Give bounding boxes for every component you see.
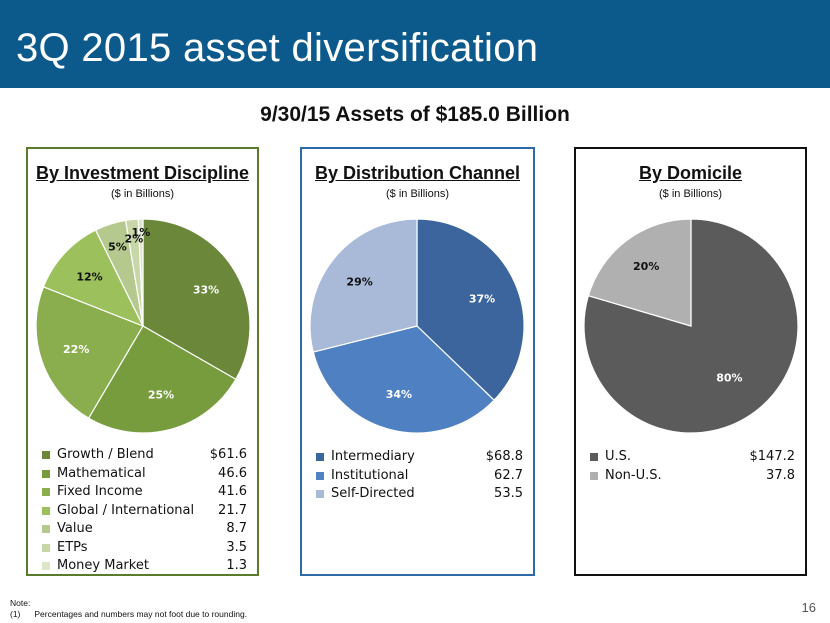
legend-label: Self-Directed — [331, 486, 415, 501]
legend-item: Money Market 1.3 — [42, 557, 247, 576]
footnote-line: (1) Percentages and numbers may not foot … — [10, 609, 247, 620]
investment-discipline-panel: By Investment Discipline ($ in Billions)… — [26, 147, 259, 576]
pie-slice — [137, 218, 144, 327]
footnote-marker: (1) — [10, 609, 21, 619]
pie-percent-label: 33% — [193, 284, 219, 297]
legend-item: Global / International 21.7 — [42, 502, 247, 521]
pie-percent-label: 1% — [132, 226, 151, 239]
legend-label: Money Market — [57, 558, 149, 573]
footnote-text: Percentages and numbers may not foot due… — [34, 609, 248, 619]
title-bar: 3Q 2015 asset diversification — [0, 0, 830, 88]
legend-item: Self-Directed 53.5 — [316, 485, 523, 504]
page-number: 16 — [801, 600, 816, 615]
legend-swatch — [316, 453, 324, 461]
pie-percent-label: 37% — [469, 292, 495, 305]
legend-label: Institutional — [331, 467, 409, 483]
chart-legend: U.S. $147.2 Non-U.S. 37.8 — [590, 448, 795, 485]
pie-percent-label: 29% — [346, 275, 372, 288]
legend-value: 41.6 — [218, 484, 247, 499]
legend-swatch — [316, 471, 324, 480]
legend-item: U.S. $147.2 — [590, 448, 795, 467]
pie-slice — [142, 218, 251, 381]
pie-chart: 80% 20% — [583, 218, 799, 434]
legend-label: Intermediary — [331, 449, 415, 464]
pie-percent-label: 2% — [125, 233, 144, 246]
legend-value: 3.5 — [226, 539, 247, 555]
legend-value: 62.7 — [494, 467, 523, 483]
legend-value: 21.7 — [218, 502, 247, 518]
pie-slice — [312, 325, 495, 434]
legend-label: Non-U.S. — [605, 467, 662, 483]
chart-legend: Growth / Blend $61.6 Mathematical 46.6 Fixed… — [42, 446, 247, 576]
pie-slice — [309, 218, 418, 353]
legend-swatch — [42, 451, 50, 459]
footnote-label: Note: — [10, 598, 31, 608]
legend-value: 8.7 — [226, 521, 247, 536]
legend-value: $147.2 — [749, 449, 796, 464]
legend-item: Growth / Blend $61.6 — [42, 446, 247, 465]
legend-label: Mathematical — [57, 465, 146, 481]
chart-unit: ($ in Billions) — [386, 188, 449, 200]
legend-swatch — [590, 471, 598, 480]
legend-label: Growth / Blend — [57, 447, 154, 462]
legend-label: Value — [57, 521, 93, 536]
chart-unit: ($ in Billions) — [111, 188, 174, 200]
domicile-panel: By Domicile ($ in Billions) 80% 20% U.S. $… — [574, 147, 807, 576]
pie-chart: 37% 34% 29% — [309, 218, 525, 434]
legend-swatch — [42, 562, 50, 570]
legend-swatch — [42, 488, 50, 496]
legend-value: 37.8 — [766, 467, 795, 483]
pie-percent-label: 20% — [633, 260, 659, 273]
legend-swatch — [42, 525, 50, 533]
slide-title: 3Q 2015 asset diversification — [16, 26, 539, 70]
legend-item: Institutional 62.7 — [316, 467, 523, 486]
legend-swatch — [42, 469, 50, 478]
legend-item: Intermediary $68.8 — [316, 448, 523, 467]
legend-swatch — [590, 453, 598, 461]
chart-legend: Intermediary $68.8 Institutional 62.7 Self-D… — [316, 448, 523, 504]
legend-swatch — [316, 490, 324, 498]
legend-label: ETPs — [57, 539, 88, 555]
pie-slice — [42, 229, 145, 328]
footnote: Note: (1) Percentages and numbers may not… — [10, 598, 247, 620]
legend-item: Fixed Income 41.6 — [42, 483, 247, 502]
legend-swatch — [42, 506, 50, 515]
legend-item: Value 8.7 — [42, 520, 247, 539]
legend-value: 46.6 — [218, 465, 247, 481]
pie-slice — [87, 325, 237, 434]
pie-percent-label: 80% — [716, 371, 742, 384]
legend-label: U.S. — [605, 449, 632, 464]
legend-value: $68.8 — [485, 449, 523, 464]
pie-percent-label: 34% — [386, 388, 412, 401]
legend-value: $61.6 — [209, 447, 247, 462]
legend-value: 53.5 — [494, 486, 523, 501]
pie-chart: 33% 25% 22% 12% 5%2%1% — [35, 218, 251, 434]
chart-title: By Investment Discipline — [35, 163, 250, 183]
chart-title: By Distribution Channel — [314, 163, 520, 183]
legend-item: Mathematical 46.6 — [42, 465, 247, 484]
legend-label: Fixed Income — [57, 484, 143, 499]
legend-item: ETPs 3.5 — [42, 539, 247, 558]
pie-percent-label: 5% — [108, 241, 127, 254]
pie-percent-label: 12% — [76, 271, 102, 284]
legend-swatch — [42, 543, 50, 552]
legend-value: 1.3 — [226, 558, 247, 573]
chart-title: By Domicile — [638, 163, 743, 183]
pie-slice — [587, 218, 692, 327]
pie-slice — [416, 218, 525, 402]
distribution-channel-panel: By Distribution Channel ($ in Billions) … — [300, 147, 535, 576]
chart-unit: ($ in Billions) — [659, 188, 722, 200]
slide-subtitle: 9/30/15 Assets of $185.0 Billion — [260, 103, 570, 126]
legend-item: Non-U.S. 37.8 — [590, 467, 795, 486]
pie-slice — [35, 286, 144, 419]
pie-percent-label: 25% — [148, 388, 174, 401]
legend-label: Global / International — [57, 502, 195, 518]
pie-percent-label: 22% — [63, 343, 89, 356]
